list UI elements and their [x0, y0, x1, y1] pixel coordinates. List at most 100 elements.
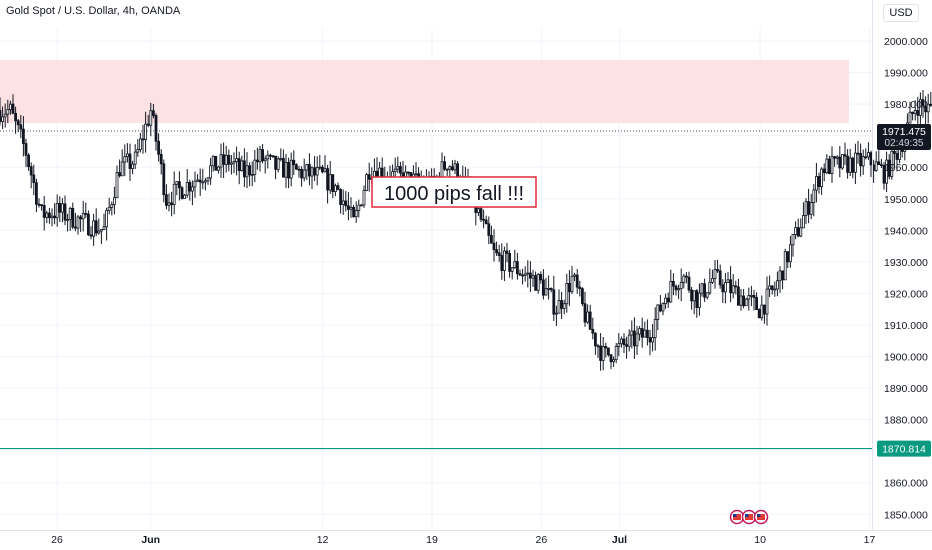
candle-body: [482, 218, 486, 221]
candle-body: [58, 203, 62, 213]
candle: [222, 142, 226, 179]
candle: [789, 236, 792, 268]
candle: [292, 150, 296, 176]
candle-body: [669, 280, 673, 303]
candle-body: [74, 226, 77, 229]
candle: [510, 267, 514, 280]
candle-body: [261, 149, 265, 162]
candle: [175, 181, 179, 196]
candle-body: [320, 166, 324, 173]
candle: [287, 157, 291, 189]
candle-body: [854, 152, 857, 173]
candle-body: [549, 288, 553, 291]
candle: [552, 275, 556, 321]
candle: [157, 133, 161, 162]
candle: [320, 164, 324, 174]
candle-body: [510, 267, 514, 272]
candle-body: [126, 153, 129, 157]
candle: [666, 292, 670, 308]
candle-body: [682, 275, 686, 283]
candle-body: [198, 179, 202, 183]
candle-body: [227, 154, 231, 165]
candle-body: [297, 168, 301, 171]
candle: [679, 268, 683, 302]
candle: [508, 249, 512, 278]
candle: [497, 244, 501, 262]
candle: [63, 195, 67, 226]
candle: [94, 208, 98, 237]
candle-body: [115, 172, 119, 199]
candle-body: [687, 276, 691, 291]
candle-body: [313, 167, 317, 176]
candle-body: [562, 303, 566, 309]
candle: [677, 284, 680, 300]
candle: [807, 188, 810, 224]
candle-body: [84, 213, 88, 215]
candle-body: [869, 152, 873, 166]
price-tick-label: 1920.000: [884, 288, 928, 300]
candle: [227, 149, 231, 172]
candle-body: [625, 344, 628, 347]
candle: [575, 269, 579, 294]
candle-body: [365, 174, 369, 191]
candle: [583, 291, 587, 327]
candle-body: [398, 166, 402, 174]
candle: [113, 186, 116, 215]
candle: [367, 162, 371, 192]
candle-body: [570, 275, 574, 293]
candle-body: [773, 288, 777, 291]
candle: [198, 168, 202, 196]
candle: [19, 115, 23, 139]
candle-body: [71, 207, 75, 228]
us-event-flag-icon[interactable]: [741, 509, 757, 525]
candle-body: [672, 280, 675, 287]
candle: [344, 191, 348, 212]
candle-body: [14, 112, 18, 122]
time-tick-label: Jul: [612, 534, 627, 546]
candle-body: [6, 109, 10, 115]
candle: [661, 302, 665, 316]
candle: [164, 184, 168, 210]
candle-body: [97, 230, 101, 234]
candle: [45, 210, 49, 224]
candle-body: [328, 174, 332, 191]
countdown-label: 02:49:35: [885, 138, 924, 149]
candle-body: [651, 337, 654, 343]
candle: [242, 148, 246, 187]
candle-body: [588, 311, 592, 330]
us-event-flag-icon[interactable]: [753, 509, 769, 525]
candle: [128, 143, 132, 182]
time-axis[interactable]: 26Jun121926Jul101724Aug7: [0, 530, 932, 547]
candle-body: [87, 213, 90, 236]
candle-body: [185, 182, 189, 196]
candle: [770, 285, 774, 295]
us-event-flag-icon[interactable]: [729, 509, 745, 525]
candle: [196, 174, 200, 183]
flag-stripes: [757, 514, 765, 520]
candle-body: [266, 154, 270, 160]
annotation-box[interactable]: 1000 pips fall !!!: [371, 176, 537, 208]
candle: [484, 215, 488, 225]
candle-body: [344, 200, 348, 207]
candle: [742, 288, 745, 309]
candle-body: [253, 159, 257, 175]
candle-body: [599, 345, 602, 361]
candle-body: [500, 255, 504, 271]
candle-body: [604, 346, 608, 349]
candle: [919, 92, 922, 124]
candle: [656, 304, 660, 331]
candle-body: [393, 168, 397, 172]
candle: [55, 194, 59, 227]
candle: [177, 171, 181, 201]
currency-selector[interactable]: USD: [883, 4, 919, 22]
candle: [672, 273, 675, 296]
candle-body: [258, 149, 262, 163]
candle-body: [170, 202, 174, 206]
candle: [224, 145, 228, 173]
candle: [79, 214, 82, 232]
candle-body: [0, 110, 2, 122]
candle-body: [744, 298, 748, 307]
candle-body: [887, 159, 891, 177]
candle-body: [188, 182, 192, 192]
